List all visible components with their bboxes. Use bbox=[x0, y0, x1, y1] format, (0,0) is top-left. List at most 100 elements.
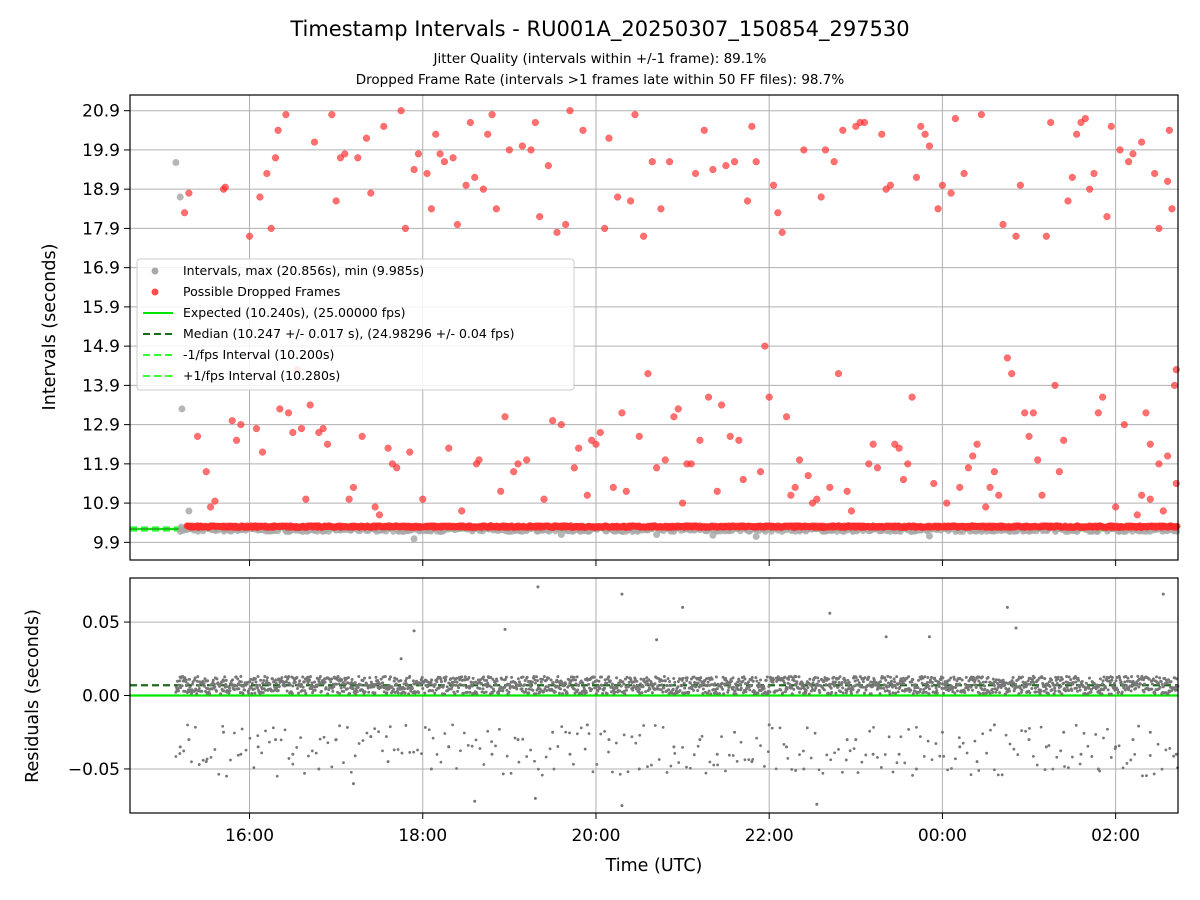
residual-point bbox=[435, 752, 439, 756]
residual-point bbox=[617, 681, 621, 685]
residual-point bbox=[940, 686, 944, 690]
residual-point bbox=[1003, 683, 1007, 687]
residual-point bbox=[287, 757, 291, 760]
dropped-frame-point bbox=[1163, 452, 1172, 460]
residual-point bbox=[1166, 678, 1170, 682]
residual-point bbox=[202, 682, 206, 686]
residual-point bbox=[808, 677, 812, 681]
residual-point bbox=[920, 681, 924, 685]
residual-point bbox=[201, 758, 205, 762]
residual-point bbox=[180, 684, 184, 688]
residual-point bbox=[478, 747, 482, 750]
residual-point bbox=[844, 758, 848, 762]
residual-point bbox=[735, 685, 739, 689]
residual-point bbox=[222, 679, 226, 683]
residual-point bbox=[448, 682, 452, 686]
dropped-frame-point bbox=[873, 464, 882, 472]
residual-point bbox=[1086, 744, 1090, 748]
residual-point bbox=[378, 682, 382, 686]
residual-point bbox=[310, 681, 314, 685]
residual-point bbox=[975, 760, 979, 764]
residual-point bbox=[419, 681, 423, 685]
residual-point bbox=[727, 753, 731, 757]
dropped-frame-point bbox=[865, 460, 873, 468]
residual-point bbox=[274, 681, 278, 685]
residual-point bbox=[355, 690, 359, 694]
dropped-frame-point bbox=[938, 181, 947, 189]
residual-point bbox=[354, 687, 358, 691]
residual-point bbox=[983, 684, 987, 688]
residual-point bbox=[1102, 736, 1105, 740]
dropped-frame-point bbox=[1172, 366, 1180, 374]
residual-point bbox=[770, 726, 774, 730]
dropped-frame-point bbox=[899, 475, 908, 484]
residual-point bbox=[517, 760, 521, 764]
residual-point bbox=[326, 741, 330, 745]
residual-point bbox=[575, 675, 579, 679]
dropped-frame-point bbox=[466, 118, 475, 127]
residual-point bbox=[590, 687, 594, 691]
residual-point bbox=[453, 692, 457, 696]
residual-point bbox=[1008, 742, 1012, 746]
residual-point bbox=[857, 681, 861, 685]
residual-point bbox=[715, 752, 719, 756]
residual-point bbox=[468, 686, 472, 690]
residual-point bbox=[1069, 678, 1073, 682]
residual-points bbox=[174, 585, 1180, 808]
residual-point bbox=[978, 692, 982, 696]
residual-point bbox=[473, 799, 477, 803]
residual-point bbox=[497, 727, 501, 731]
dropped-frame-point bbox=[1077, 118, 1085, 127]
residual-point bbox=[435, 680, 439, 684]
residual-point bbox=[253, 677, 257, 681]
residual-point bbox=[324, 686, 328, 690]
residual-point bbox=[544, 678, 548, 682]
residual-point bbox=[1119, 680, 1123, 684]
residual-point bbox=[444, 675, 448, 679]
residual-point bbox=[841, 691, 845, 695]
residual-point bbox=[868, 729, 872, 733]
residual-point bbox=[893, 684, 897, 688]
residual-point bbox=[595, 762, 599, 766]
dropped-frame-point bbox=[973, 440, 981, 448]
residual-point bbox=[692, 753, 696, 757]
residual-point bbox=[423, 726, 427, 729]
residual-point bbox=[958, 682, 962, 686]
residual-point bbox=[212, 682, 216, 686]
residual-point bbox=[981, 691, 985, 695]
residual-point bbox=[615, 676, 619, 680]
residual-point bbox=[350, 677, 354, 681]
dropped-frame-point bbox=[349, 483, 358, 492]
residual-point bbox=[291, 752, 295, 756]
residual-point bbox=[854, 738, 858, 742]
residual-point bbox=[638, 733, 642, 737]
residual-point bbox=[228, 689, 232, 693]
residual-point bbox=[1078, 762, 1082, 766]
residual-point bbox=[556, 675, 560, 679]
residual-point bbox=[354, 692, 358, 696]
residual-point bbox=[662, 675, 666, 679]
residual-point bbox=[826, 691, 830, 695]
y-tick-label: 10.9 bbox=[82, 494, 120, 514]
residual-point bbox=[660, 679, 664, 683]
residual-point bbox=[280, 676, 284, 680]
dropped-frame-point bbox=[1150, 169, 1159, 178]
residual-point bbox=[627, 685, 631, 689]
residual-point bbox=[832, 675, 836, 679]
residual-point bbox=[998, 691, 1002, 695]
dropped-frame-point bbox=[670, 413, 678, 421]
residual-point bbox=[897, 682, 901, 686]
dropped-frame-point bbox=[375, 511, 384, 519]
residual-point bbox=[867, 675, 871, 679]
residual-point bbox=[525, 675, 529, 679]
residual-point bbox=[1024, 681, 1028, 685]
residual-point bbox=[462, 731, 466, 735]
residual-point bbox=[1053, 689, 1057, 693]
residual-point bbox=[782, 681, 786, 685]
residual-point bbox=[810, 685, 814, 689]
residual-point bbox=[677, 761, 681, 764]
dropped-frame-point bbox=[427, 205, 436, 213]
dropped-frame-point bbox=[1012, 232, 1020, 240]
residual-point bbox=[660, 683, 664, 687]
residual-point bbox=[634, 741, 638, 745]
